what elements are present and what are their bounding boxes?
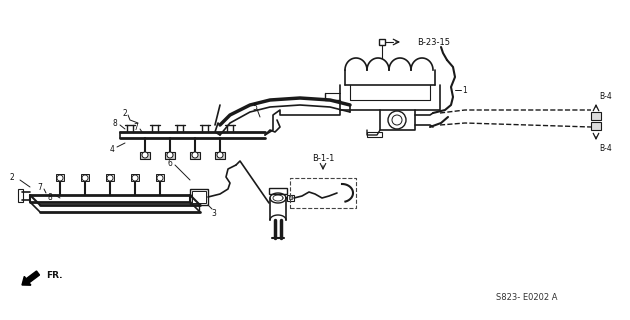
Bar [156, 174, 164, 181]
Text: 3: 3 [212, 209, 217, 218]
Circle shape [57, 175, 63, 181]
Circle shape [107, 175, 113, 181]
Bar [591, 112, 601, 120]
Bar [192, 191, 206, 203]
Text: B-4: B-4 [599, 92, 612, 100]
Bar [190, 189, 208, 205]
Circle shape [82, 175, 88, 181]
Bar [131, 174, 139, 181]
Text: S823- E0202 A: S823- E0202 A [496, 293, 558, 302]
Text: 4: 4 [110, 145, 115, 154]
Text: 7: 7 [134, 123, 139, 132]
Text: 2: 2 [9, 172, 14, 181]
Bar [269, 188, 287, 194]
Circle shape [142, 152, 148, 158]
Circle shape [157, 175, 163, 181]
Circle shape [192, 152, 198, 158]
Bar [289, 195, 292, 199]
Bar [140, 152, 150, 159]
Bar [165, 152, 175, 159]
Text: FR.: FR. [46, 270, 62, 279]
Bar [379, 39, 385, 45]
Text: B-23-15: B-23-15 [417, 37, 450, 46]
Bar [287, 195, 294, 201]
Text: B-1-1: B-1-1 [312, 154, 334, 163]
Bar [106, 174, 114, 181]
Text: 5: 5 [253, 102, 258, 111]
Text: 2: 2 [123, 108, 127, 117]
Circle shape [217, 152, 223, 158]
Text: B-4: B-4 [599, 143, 612, 153]
Circle shape [132, 175, 138, 181]
Bar [215, 152, 225, 159]
Text: 1: 1 [462, 85, 467, 94]
Text: 7: 7 [38, 182, 42, 191]
Bar [591, 122, 601, 130]
Circle shape [167, 152, 173, 158]
Bar [18, 189, 23, 202]
Bar [56, 174, 64, 181]
Bar [190, 152, 200, 159]
FancyArrow shape [22, 271, 40, 285]
Text: 8: 8 [113, 118, 117, 127]
Text: 6: 6 [168, 158, 173, 167]
Bar [81, 174, 89, 181]
Text: 8: 8 [48, 193, 52, 202]
Bar [367, 132, 382, 137]
